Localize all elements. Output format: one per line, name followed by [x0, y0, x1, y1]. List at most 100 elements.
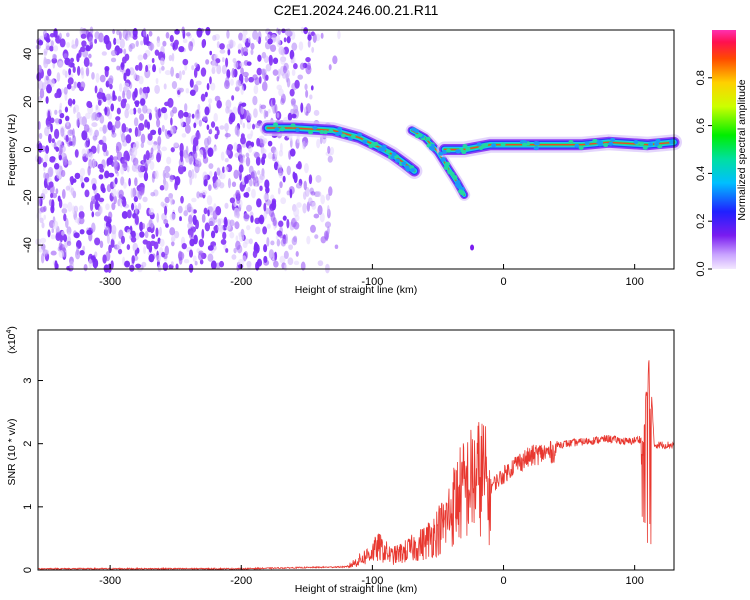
- spectrogram-noise-blob: [117, 95, 122, 102]
- spectrogram-noise-blob: [123, 48, 127, 55]
- spectrogram-track-spot: [308, 130, 314, 135]
- spectrogram-noise-blob: [287, 112, 293, 122]
- spectrogram-noise-blob: [128, 44, 133, 52]
- spectrogram-noise-cloud: [35, 26, 341, 274]
- spectrogram-noise-blob: [308, 197, 313, 205]
- spectrogram-noise-blob: [99, 74, 106, 83]
- spectrogram-noise-blob: [107, 263, 112, 274]
- spectrogram-noise-blob: [240, 133, 245, 140]
- spectrogram-noise-blob: [58, 154, 62, 161]
- spectrogram-noise-blob: [177, 109, 184, 119]
- spectrogram-noise-blob: [156, 118, 161, 128]
- spectrogram-noise-blob: [164, 70, 171, 76]
- spectrogram-noise-blob: [263, 255, 268, 264]
- x-tick-label: 0: [500, 276, 506, 288]
- spectrogram-noise-blob: [163, 180, 169, 191]
- spectrogram-noise-blob: [151, 57, 155, 64]
- spectrogram-noise-blob: [135, 40, 139, 48]
- y-tick-label: 0: [22, 567, 34, 573]
- spectrogram-noise-blob: [209, 128, 213, 134]
- spectrogram-noise-blob: [84, 112, 91, 120]
- spectrogram-noise-blob: [201, 213, 206, 223]
- spectrogram-noise-blob: [163, 112, 168, 121]
- spectrogram-noise-blob: [76, 53, 80, 63]
- spectrogram-noise-blob: [131, 146, 138, 157]
- spectrogram-noise-blob: [216, 167, 221, 176]
- spectrogram-noise-blob: [317, 205, 323, 216]
- spectrogram-track-spot: [414, 128, 420, 133]
- spectrogram-noise-blob: [104, 65, 110, 72]
- spectrogram-noise-blob: [44, 249, 49, 255]
- spectrogram-noise-blob: [76, 65, 81, 76]
- spectrogram-noise-blob: [250, 49, 254, 55]
- spectrogram-noise-blob: [135, 129, 142, 137]
- spectrogram-noise-blob: [57, 60, 64, 68]
- spectrogram-noise-blob: [145, 150, 150, 161]
- spectrogram-noise-blob: [83, 57, 90, 68]
- spectrogram-noise-blob: [58, 250, 65, 258]
- spectrogram-noise-blob: [50, 234, 56, 240]
- spectrogram-noise-blob: [253, 241, 259, 252]
- spectrogram-noise-blob: [110, 238, 115, 248]
- spectrogram-noise-blob: [155, 227, 159, 238]
- spectrogram-noise-blob: [294, 79, 300, 89]
- spectrogram-noise-blob: [47, 229, 51, 238]
- spectrogram-noise-blob: [282, 215, 287, 221]
- spectrogram-noise-blob: [289, 188, 293, 199]
- spectrogram-noise-blob: [55, 146, 60, 152]
- spectrogram-noise-blob: [98, 197, 105, 203]
- spectrogram-noise-blob: [265, 74, 269, 81]
- x-tick-label: -300: [99, 575, 121, 587]
- spectrogram-noise-blob: [181, 69, 186, 76]
- spectrogram-noise-blob: [59, 38, 66, 48]
- spectrogram-noise-blob: [213, 112, 218, 123]
- spectrogram-noise-blob: [43, 58, 49, 69]
- spectrogram-noise-blob: [243, 212, 250, 222]
- spectrogram-noise-blob: [189, 249, 194, 258]
- spectrogram-noise-blob: [159, 184, 165, 191]
- spectrogram-noise-blob: [268, 249, 275, 260]
- x-tick-label: -100: [361, 276, 383, 288]
- spectrogram-noise-blob: [326, 204, 330, 216]
- spectrogram-noise-blob: [91, 177, 97, 187]
- spectrogram-noise-blob: [142, 104, 148, 114]
- spectrogram-track-spot: [568, 140, 574, 145]
- spectrogram-noise-blob: [37, 120, 41, 130]
- spectrogram-noise-blob: [98, 174, 104, 180]
- spectrogram-noise-blob: [134, 177, 138, 187]
- spectrogram-noise-blob: [273, 260, 279, 268]
- spectrogram-noise-blob: [292, 56, 296, 64]
- spectrogram-noise-blob: [50, 192, 54, 199]
- spectrogram-noise-blob: [131, 202, 135, 211]
- spectrogram-noise-blob: [286, 77, 291, 88]
- spectrogram-noise-blob: [229, 197, 236, 204]
- spectrogram-noise-blob: [55, 188, 59, 195]
- spectrogram-noise-blob: [244, 175, 248, 185]
- spectrogram-track-spot: [380, 147, 386, 152]
- spectrogram-noise-blob: [52, 45, 59, 52]
- spectrogram-noise-blob: [148, 207, 155, 216]
- spectrogram-noise-blob: [216, 129, 220, 136]
- spectrogram-noise-blob: [135, 263, 142, 269]
- spectrogram-noise-blob: [234, 191, 241, 198]
- spectrogram-isolated-spot: [470, 244, 475, 251]
- spectrogram-noise-blob: [252, 250, 258, 258]
- spectrogram-noise-blob: [128, 128, 132, 133]
- spectrogram-noise-blob: [224, 202, 229, 209]
- spectrogram-noise-blob: [287, 257, 294, 266]
- spectrogram-noise-blob: [222, 166, 225, 174]
- spectrogram-noise-blob: [45, 145, 50, 154]
- spectrogram-noise-blob: [59, 112, 65, 119]
- spectrogram-noise-blob: [156, 254, 161, 263]
- spectrogram-noise-blob: [61, 189, 66, 199]
- spectrogram-noise-blob: [54, 260, 58, 270]
- spectrogram-noise-blob: [193, 122, 197, 129]
- spectrogram-noise-blob: [202, 115, 208, 122]
- spectrogram-noise-blob: [148, 30, 153, 37]
- spectrogram-noise-blob: [248, 238, 253, 245]
- y-tick-label: -40: [22, 237, 34, 253]
- spectrogram-noise-blob: [219, 125, 225, 130]
- spectrogram-noise-blob: [164, 101, 170, 107]
- spectrogram-noise-blob: [253, 84, 259, 95]
- spectrogram-noise-blob: [79, 175, 84, 183]
